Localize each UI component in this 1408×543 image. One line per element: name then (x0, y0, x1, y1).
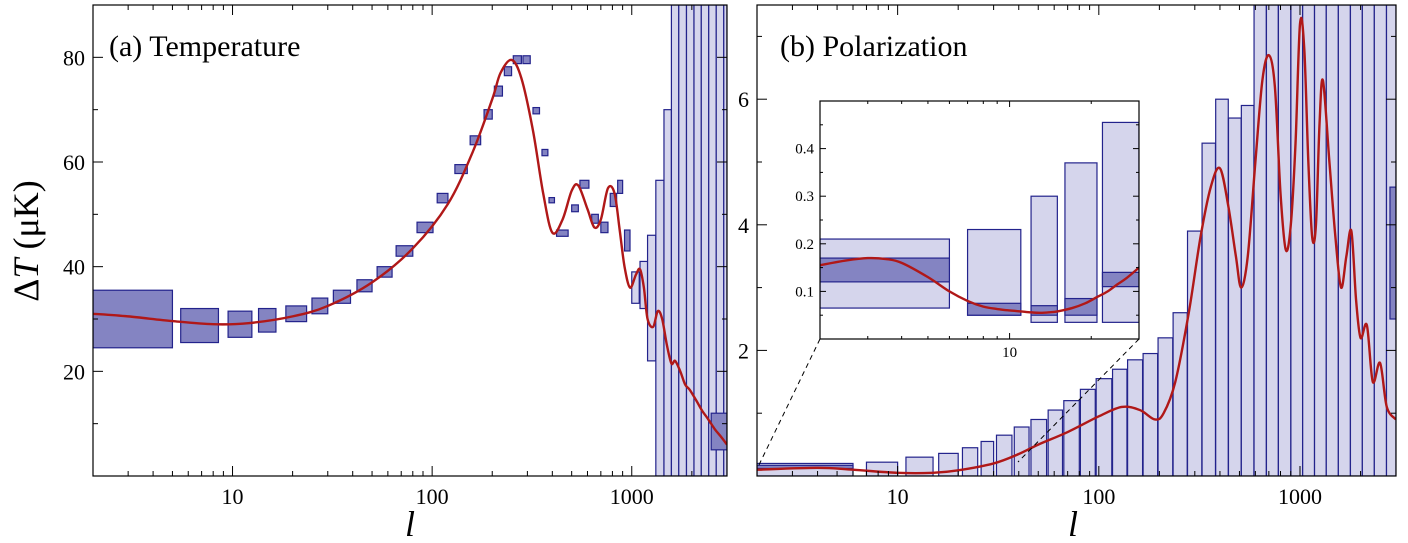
b-band-12 (1079, 388, 1096, 476)
b-band-24 (1253, 5, 1267, 476)
b-band-22 (1227, 117, 1242, 476)
a-band-28 (617, 179, 624, 195)
b-band-17 (1157, 337, 1174, 476)
a-y-tick-label: 80 (63, 45, 85, 70)
a-band-23 (571, 204, 579, 213)
i-y-tick-label: 0.2 (795, 237, 814, 253)
panel-temperature: 10 100 1000 20 40 60 80 (a) Temperature ΔT (μK… (6, 4, 728, 543)
a-band-36 (678, 5, 688, 476)
temperature-bands (93, 5, 727, 476)
b-x-tick-label: 1000 (1278, 484, 1322, 509)
inset-ticks: 10 0.1 0.2 0.3 0.4 (795, 100, 1140, 361)
i-band-2 (966, 228, 1022, 316)
b-band-34 (1373, 5, 1388, 476)
polarization-axes-frame (756, 4, 1397, 477)
b-band-11 (1063, 400, 1080, 476)
i-y-tick-label: 0.4 (795, 142, 814, 158)
a-band-33 (655, 179, 665, 476)
temperature-panel-title: (a) Temperature (109, 30, 300, 63)
i-x-tick-label: 10 (1002, 345, 1017, 361)
i-y-tick-label: 0.1 (795, 284, 814, 300)
b-band-23 (1240, 104, 1255, 476)
b-band-3 (905, 456, 934, 476)
a-band-37 (685, 5, 695, 476)
a-band-32 (646, 234, 657, 362)
b-y-tick-label: 4 (738, 213, 749, 238)
inset-zoom-line-left (756, 338, 821, 470)
a-band-6 (332, 289, 352, 304)
a-y-tick-label: 60 (63, 150, 85, 175)
a-band-24 (579, 179, 590, 189)
temperature-axes-frame (92, 4, 728, 477)
panel-polarization: 10 100 1000 2 4 6 (b) Polarization l 10 0.1 0.2… (738, 4, 1397, 543)
temperature-model-curve (93, 58, 727, 446)
inset-axes-frame (819, 100, 1140, 340)
b-band-36 (1389, 186, 1396, 320)
a-band-16 (503, 66, 513, 77)
a-band-10 (416, 221, 434, 234)
a-band-19 (532, 106, 541, 115)
inset-bands (820, 121, 1139, 323)
a-band-1 (180, 307, 220, 344)
temperature-ticks: 10 100 1000 20 40 60 80 (63, 4, 728, 509)
polarization-model-curve (757, 16, 1396, 475)
b-band-21 (1215, 98, 1229, 476)
temperature-y-axis-label: ΔT (μK) (6, 180, 46, 301)
i-y-tick-label: 0.3 (795, 189, 814, 205)
i-band-8 (1101, 121, 1139, 323)
temperature-x-axis-label: l (405, 504, 415, 543)
a-band-43 (710, 412, 727, 451)
b-band-2 (865, 461, 899, 476)
i-band-4 (1030, 195, 1058, 323)
a-band-40 (708, 5, 717, 476)
a-y-tick-label: 20 (63, 359, 85, 384)
a-band-18 (522, 55, 531, 65)
b-y-tick-label: 2 (738, 338, 749, 363)
a-x-tick-label: 10 (222, 484, 244, 509)
b-x-tick-label: 100 (1082, 484, 1115, 509)
inset-model-curve (820, 256, 1139, 315)
a-band-20 (541, 148, 549, 157)
a-x-tick-label: 1000 (610, 484, 654, 509)
inset-zoom-line-right (1017, 338, 1140, 463)
a-x-tick-label: 100 (416, 484, 449, 509)
b-x-tick-label: 10 (887, 484, 909, 509)
i-band-9 (1101, 271, 1139, 288)
b-band-25 (1265, 5, 1279, 476)
b-band-29 (1313, 5, 1327, 476)
a-band-21 (548, 196, 556, 204)
b-band-7 (995, 434, 1013, 476)
a-band-41 (715, 5, 725, 476)
a-band-39 (700, 5, 710, 476)
polarization-panel-title: (b) Polarization (780, 30, 967, 63)
b-band-5 (961, 447, 979, 476)
polarization-bands (757, 5, 1396, 476)
polarization-x-axis-label: l (1068, 504, 1078, 543)
i-band-6 (1064, 162, 1098, 323)
b-band-13 (1095, 378, 1113, 476)
b-y-tick-label: 6 (738, 87, 749, 112)
a-band-42 (723, 5, 727, 476)
a-band-26 (600, 221, 609, 234)
a-band-34 (663, 109, 673, 476)
b-band-6 (980, 440, 995, 476)
a-band-11 (436, 192, 449, 204)
a-band-12 (454, 164, 468, 175)
b-band-33 (1361, 5, 1375, 476)
a-band-35 (670, 5, 680, 476)
b-band-10 (1047, 409, 1064, 476)
a-y-tick-label: 40 (63, 255, 85, 280)
b-band-14 (1111, 368, 1128, 476)
polarization-ticks: 10 100 1000 2 4 6 (738, 5, 1397, 509)
a-band-29 (623, 229, 631, 252)
b-band-15 (1126, 359, 1144, 476)
